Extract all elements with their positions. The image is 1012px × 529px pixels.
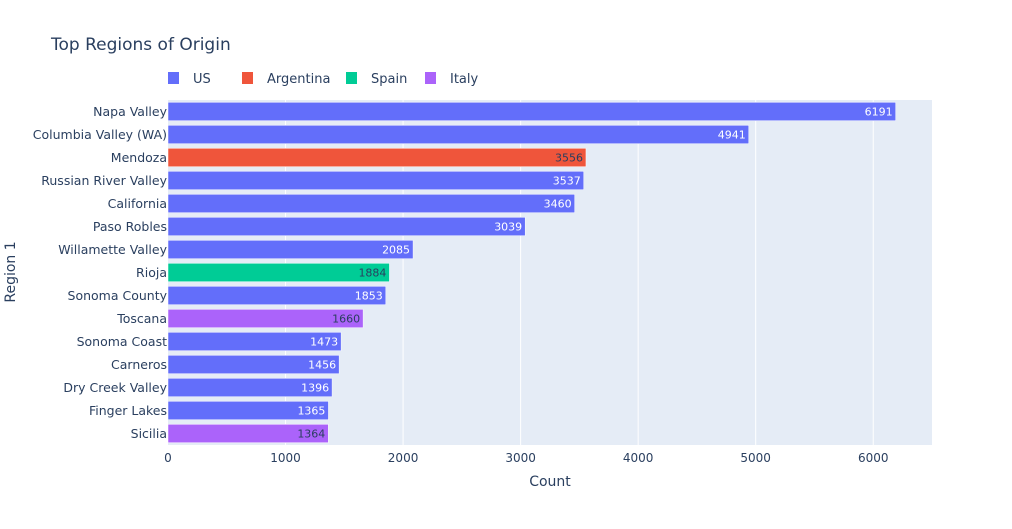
y-tick-label: Rioja <box>136 265 167 280</box>
y-tick-label: Napa Valley <box>93 104 167 119</box>
y-tick-label: Sonoma Coast <box>77 334 168 349</box>
y-tick-label: Columbia Valley (WA) <box>33 127 167 142</box>
bar <box>167 148 587 167</box>
x-axis-title: Count <box>529 474 571 490</box>
bar-value-label: 1456 <box>308 359 336 372</box>
bar-value-label: 1884 <box>358 267 386 280</box>
x-tick-label: 1000 <box>270 451 301 465</box>
legend-swatch <box>168 72 179 84</box>
x-tick-label: 6000 <box>858 451 889 465</box>
y-tick-label: Willamette Valley <box>58 242 167 257</box>
bar-value-label: 3039 <box>494 221 522 234</box>
y-tick-label: California <box>108 196 167 211</box>
bar <box>167 309 364 328</box>
legend-item[interactable]: Italy <box>425 72 479 87</box>
x-tick-label: 3000 <box>505 451 536 465</box>
bar <box>167 332 342 351</box>
bar <box>167 378 333 397</box>
legend-item[interactable]: US <box>168 72 211 87</box>
bar <box>167 286 387 305</box>
bar-value-label: 4941 <box>718 129 746 142</box>
x-tick-label: 5000 <box>740 451 771 465</box>
legend-swatch <box>346 72 357 84</box>
bar-value-label: 1365 <box>297 405 325 418</box>
y-tick-label: Russian River Valley <box>41 173 167 188</box>
x-tick-label: 2000 <box>388 451 419 465</box>
bar-value-label: 3537 <box>553 175 581 188</box>
chart-title: Top Regions of Origin <box>50 35 231 55</box>
bar <box>167 194 575 213</box>
y-axis-ticks: Napa Valley Columbia Valley (WA) Mendoza Ru… <box>33 104 168 441</box>
y-tick-label: Sonoma County <box>68 288 168 303</box>
bar-value-label: 2085 <box>382 244 410 257</box>
y-tick-label: Sicilia <box>131 426 167 441</box>
legend-label: Italy <box>450 72 479 87</box>
legend-swatch <box>242 72 253 84</box>
legend-swatch <box>425 72 436 84</box>
y-tick-label: Finger Lakes <box>89 403 167 418</box>
bar-value-label: 1396 <box>301 382 329 395</box>
legend-item[interactable]: Argentina <box>242 72 330 87</box>
bar-value-label: 3556 <box>555 152 583 165</box>
bar <box>167 240 414 259</box>
legend-label: US <box>193 72 211 87</box>
y-tick-label: Toscana <box>116 311 167 326</box>
bar-value-label: 1660 <box>332 313 360 326</box>
bar-value-label: 3460 <box>544 198 572 211</box>
bar <box>167 217 526 236</box>
x-tick-label: 4000 <box>623 451 654 465</box>
bar-value-label: 6191 <box>865 106 893 119</box>
bar <box>167 355 340 374</box>
legend: US Argentina Spain Italy <box>168 72 479 87</box>
y-tick-label: Carneros <box>111 357 167 372</box>
x-tick-label: 0 <box>164 451 172 465</box>
bar <box>167 401 329 420</box>
legend-item[interactable]: Spain <box>346 72 407 87</box>
bars: 6191 4941 3556 3537 3460 3039 2085 1884 1853 1660… <box>167 102 896 443</box>
bar <box>167 424 329 443</box>
bar-value-label: 1364 <box>297 428 325 441</box>
legend-label: Argentina <box>267 72 330 87</box>
x-axis-ticks: 0 1000 2000 3000 4000 5000 6000 <box>164 451 888 465</box>
y-tick-label: Mendoza <box>111 150 167 165</box>
bar-value-label: 1853 <box>355 290 383 303</box>
bar <box>167 125 750 144</box>
bar <box>167 171 584 190</box>
bar <box>167 263 390 282</box>
bar <box>167 102 896 121</box>
y-tick-label: Paso Robles <box>93 219 167 234</box>
y-axis-title: Region 1 <box>3 241 19 302</box>
y-tick-label: Dry Creek Valley <box>63 380 167 395</box>
legend-label: Spain <box>371 72 407 87</box>
bar-value-label: 1473 <box>310 336 338 349</box>
